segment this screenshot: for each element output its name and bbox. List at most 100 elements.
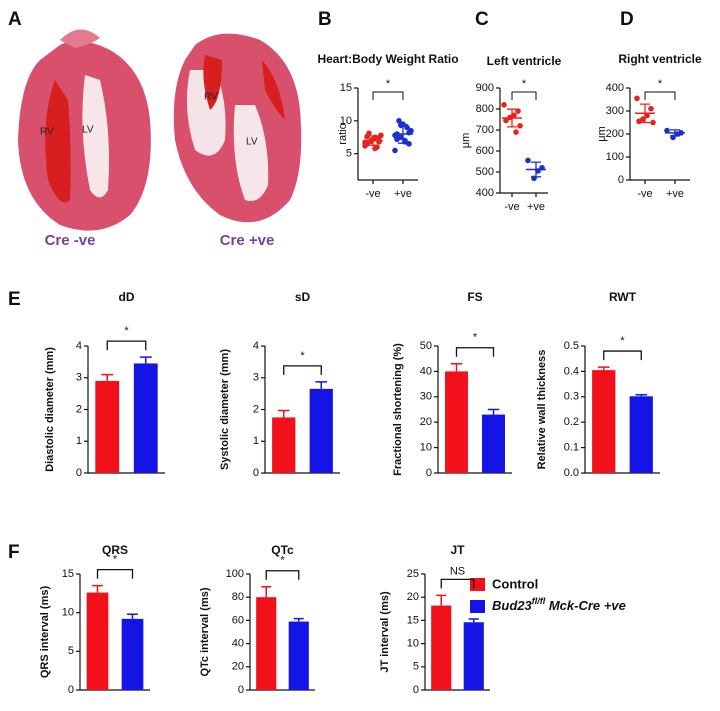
y-tick-label: 900 [476, 82, 494, 94]
chart-title: sD [295, 290, 311, 304]
histology-left [18, 29, 151, 231]
sd-bar [531, 161, 541, 178]
y-axis-label: Fractional shortening (%) [392, 343, 404, 476]
y-axis-label: QRS interval (ms) [39, 586, 51, 679]
significance-bracket [96, 568, 134, 579]
y-tick-label: 10 [62, 607, 74, 619]
significance-bracket [440, 578, 475, 589]
y-tick-label: 800 [476, 103, 494, 115]
legend-label-part: Mck-Cre +ve [545, 598, 626, 613]
significance-label: * [522, 78, 527, 90]
y-tick-label: 0 [426, 467, 432, 479]
histology-label: LV [82, 125, 94, 136]
panel-label: A [8, 9, 22, 30]
x-tick-label: +ve [666, 188, 684, 200]
y-axis-label: Relative wall thickness [536, 350, 548, 470]
y-tick-label: 0 [618, 174, 624, 186]
error-bar [487, 408, 500, 415]
bar [95, 380, 120, 473]
y-tick-label: 15 [407, 614, 419, 626]
bar [288, 621, 309, 690]
legend-label-part: Bud23 [492, 598, 533, 613]
histology-caption: Cre +ve [220, 232, 275, 249]
bar [86, 592, 109, 690]
error-bar [139, 356, 152, 364]
bar [592, 370, 616, 473]
y-tick-label: 400 [476, 187, 494, 199]
data-point [501, 102, 507, 108]
histology-right [173, 33, 302, 223]
data-point [372, 145, 378, 152]
data-point [396, 118, 402, 124]
significance-bracket [603, 350, 642, 361]
error-bar [635, 394, 648, 397]
sd-bar [670, 129, 680, 137]
histology-label: RV [204, 92, 218, 103]
bar [256, 597, 277, 690]
error-bar [127, 613, 138, 619]
bar [133, 363, 158, 473]
y-tick-label: 10 [407, 638, 419, 650]
data-point [513, 129, 519, 135]
y-tick-label: 0.4 [564, 365, 579, 377]
y-tick-label: 80 [232, 591, 244, 603]
significance-bracket [455, 347, 495, 357]
y-tick-label: 10 [420, 442, 432, 454]
data-point [503, 117, 509, 124]
y-axis-label: μm [596, 126, 608, 142]
error-bar [101, 373, 114, 381]
legend-label-sup: fl/fl [532, 596, 546, 606]
bar [431, 605, 452, 690]
y-tick-label: 3 [253, 372, 259, 384]
significance-bracket [511, 91, 537, 100]
y-tick-label: 4 [253, 340, 259, 352]
data-point [648, 105, 654, 112]
data-point [636, 118, 642, 125]
bar [463, 622, 484, 690]
data-point [404, 124, 410, 131]
y-tick-label: 2 [253, 403, 259, 415]
x-tick-label: +ve [527, 201, 545, 213]
chart-title: QTc [271, 543, 294, 557]
sd-bar [640, 103, 650, 124]
chart-title: Left ventricle [487, 54, 562, 68]
data-point [517, 123, 523, 129]
significance-bracket [265, 570, 300, 580]
panel-label: C [475, 9, 489, 30]
y-tick-label: 700 [476, 124, 494, 136]
significance-label: * [113, 554, 118, 566]
error-bar [92, 584, 103, 593]
y-tick-label: 5 [68, 645, 74, 657]
y-tick-label: 1 [253, 435, 259, 447]
x-tick-label: -ve [365, 188, 380, 200]
y-tick-label: 30 [420, 391, 432, 403]
significance-bracket [644, 91, 676, 100]
legend-swatch [470, 600, 485, 613]
y-axis-label: Diastolic diameter (mm) [44, 347, 56, 472]
y-tick-label: 600 [476, 145, 494, 157]
histology-caption: Cre -ve [45, 232, 96, 249]
x-tick-label: -ve [504, 201, 519, 213]
y-tick-label: 0.0 [564, 467, 579, 479]
significance-label: NS [450, 565, 465, 577]
y-axis-label: Systolic diameter (mm) [219, 349, 231, 470]
y-tick-label: 0 [68, 684, 74, 696]
chart-title: RWT [609, 290, 637, 304]
error-bar [450, 363, 463, 372]
error-bar [261, 586, 272, 598]
y-tick-label: 25 [407, 568, 419, 580]
y-tick-label: 4 [76, 340, 82, 352]
x-tick-label: -ve [637, 188, 652, 200]
y-axis-label: JT interval (ms) [379, 591, 391, 673]
y-tick-label: 500 [476, 166, 494, 178]
histology-label: RV [40, 127, 54, 138]
histology-label: LV [246, 137, 258, 148]
y-tick-label: 0.1 [564, 442, 579, 454]
bar [121, 618, 144, 690]
error-bar [597, 366, 610, 371]
legend-label: Bud23fl/fl Mck-Cre +ve [492, 596, 626, 613]
y-tick-label: 1 [76, 435, 82, 447]
y-tick-label: 50 [420, 340, 432, 352]
y-tick-label: 100 [606, 151, 624, 163]
